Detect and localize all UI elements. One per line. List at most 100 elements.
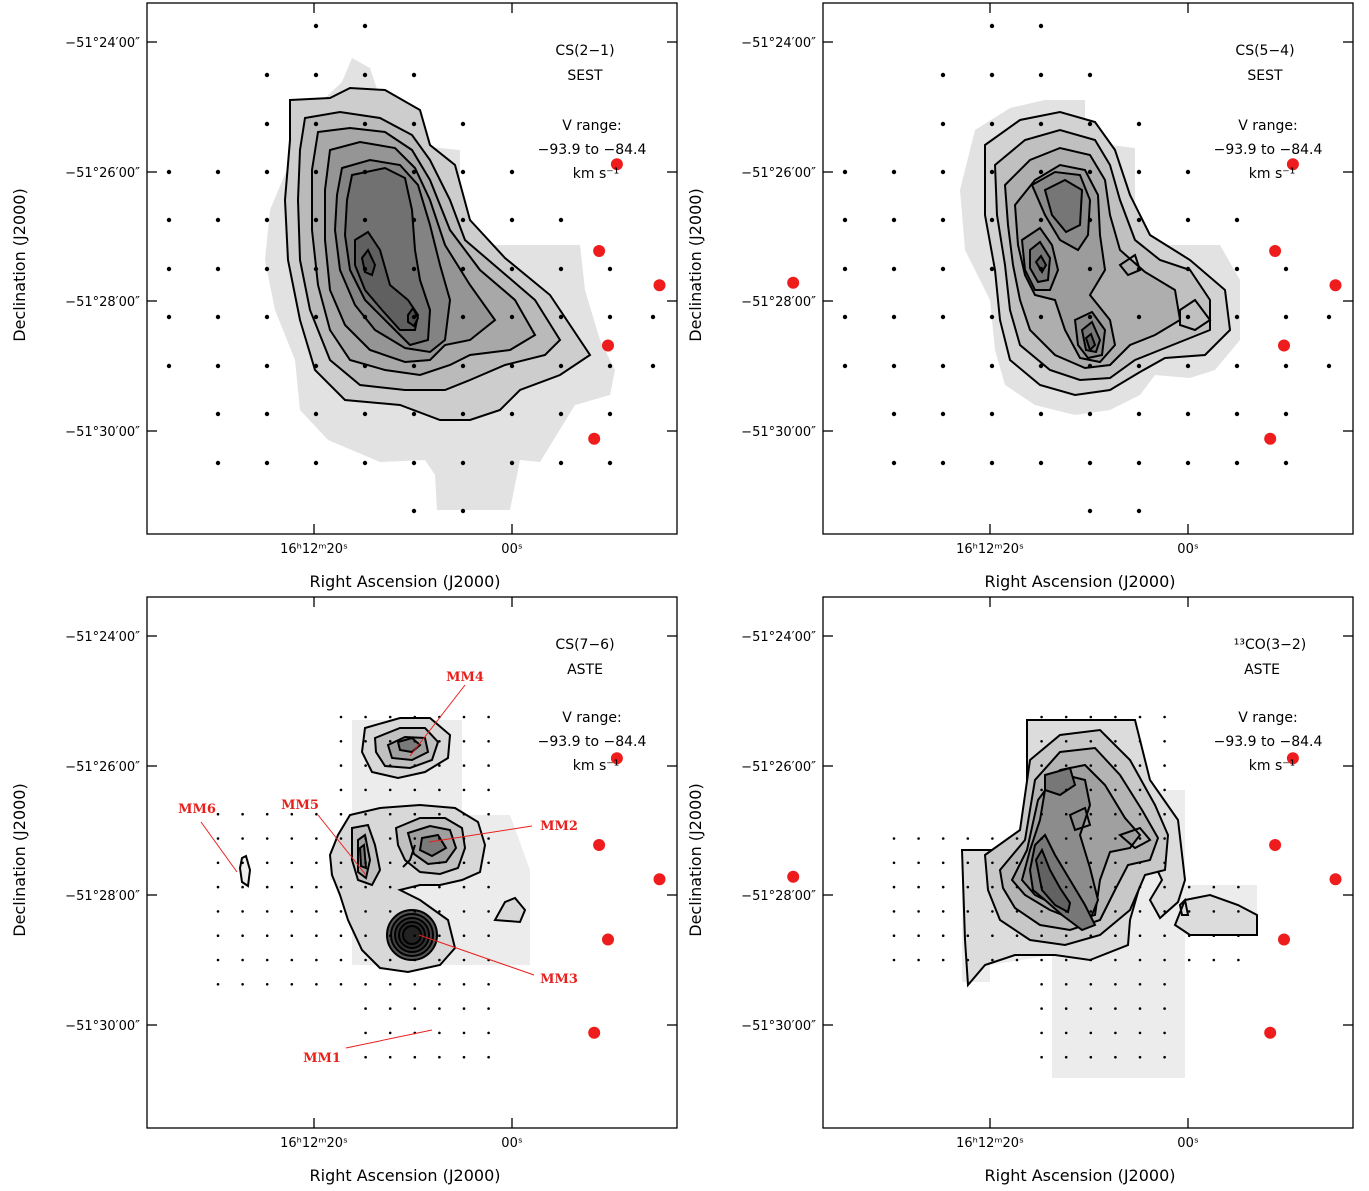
sample-point <box>558 363 564 369</box>
sample-point <box>1326 363 1332 369</box>
sample-point <box>1136 266 1142 272</box>
sample-point <box>216 934 220 937</box>
sample-point <box>216 910 220 913</box>
sample-point <box>462 715 466 719</box>
label-leaders <box>200 684 535 1049</box>
sample-point <box>364 764 367 767</box>
sample-point <box>411 508 417 514</box>
y-tick-label: −51°26′00″ <box>741 760 816 775</box>
sample-point <box>1185 411 1191 417</box>
sample-point <box>1114 764 1117 767</box>
sample-point <box>940 169 946 175</box>
sample-point <box>1040 837 1043 840</box>
sample-grid <box>892 715 1240 1059</box>
sample-point <box>265 812 269 816</box>
sample-point <box>339 983 343 986</box>
vrange-values: −93.9 to −84.4 <box>538 142 647 158</box>
sample-point <box>364 1031 367 1035</box>
y-tick-label: −51°30′00″ <box>741 1019 816 1034</box>
sample-point <box>989 169 995 175</box>
sample-point <box>1234 363 1240 369</box>
molecular-line-label: CS(5−4) <box>1235 43 1294 59</box>
source-marker-mm2 <box>1269 245 1282 257</box>
sample-point <box>265 861 269 865</box>
sample-point <box>966 837 970 840</box>
sample-grid <box>842 23 1332 514</box>
sample-point <box>1064 764 1068 767</box>
sample-point <box>1163 740 1166 743</box>
sample-point <box>891 460 897 466</box>
sample-point <box>1237 885 1240 889</box>
plot-frame <box>146 2 678 535</box>
sample-point <box>166 314 172 320</box>
sample-point <box>607 411 613 417</box>
x-axis-title: Right Ascension (J2000) <box>310 572 501 591</box>
sample-point <box>216 983 220 986</box>
sample-point <box>462 983 466 986</box>
sample-point <box>166 266 172 272</box>
sample-point <box>917 934 920 937</box>
sample-point <box>313 363 319 369</box>
sample-point <box>891 314 897 320</box>
source-marker-mm5 <box>1329 279 1342 292</box>
sample-point <box>315 934 318 937</box>
y-tick-label: −51°28′00″ <box>741 295 816 310</box>
sample-point <box>362 23 368 29</box>
emission-map <box>960 100 1240 415</box>
sample-point <box>1136 121 1142 127</box>
sample-point <box>989 460 995 466</box>
sample-point <box>1038 266 1044 272</box>
sample-point <box>991 934 994 937</box>
sample-point <box>264 363 270 369</box>
sample-point <box>1064 910 1068 913</box>
x-tick-label: 16ʰ12ᵐ20ˢ <box>956 542 1024 557</box>
sample-point <box>313 314 319 320</box>
x-tick-label: 16ʰ12ᵐ20ˢ <box>956 1136 1024 1151</box>
sample-point <box>891 169 897 175</box>
sample-point <box>509 266 515 272</box>
plot-frame <box>822 596 1354 1129</box>
sample-point <box>413 958 417 962</box>
sample-point <box>487 861 490 865</box>
sample-point <box>411 266 417 272</box>
sample-point <box>487 812 490 816</box>
source-marker-mm4 <box>1286 752 1299 765</box>
x-axis-title: Right Ascension (J2000) <box>310 1166 501 1185</box>
sample-point <box>1040 934 1043 937</box>
sample-point <box>290 983 294 986</box>
sample-point <box>1136 314 1142 320</box>
sample-point <box>413 788 417 792</box>
x-axis-title: Right Ascension (J2000) <box>985 1166 1176 1185</box>
source-label-mm5: MM5 <box>281 798 319 813</box>
sample-point <box>991 885 994 889</box>
sample-point <box>1163 958 1166 962</box>
sample-point <box>1138 788 1142 792</box>
sample-point <box>462 812 466 816</box>
sample-point <box>438 934 441 937</box>
sample-point <box>487 885 490 889</box>
sample-point <box>1015 861 1019 865</box>
sample-point <box>1163 983 1166 986</box>
sample-point <box>1089 1055 1093 1059</box>
sample-point <box>1185 169 1191 175</box>
contour-island-mm6 <box>238 854 252 888</box>
panel-cs54: 16ʰ12ᵐ20ˢ 00ˢ −51°24′00″ −51°26′00″ −51°… <box>686 2 1354 591</box>
sample-point <box>438 764 441 767</box>
sample-point <box>215 363 221 369</box>
sample-point <box>1138 1031 1142 1035</box>
sample-point <box>1089 958 1093 962</box>
sample-point <box>1064 934 1068 937</box>
molecular-line-label: CS(7−6) <box>555 637 614 653</box>
sample-point <box>1138 885 1142 889</box>
sample-point <box>1114 885 1117 889</box>
sample-point <box>339 958 343 962</box>
sample-point <box>265 983 269 986</box>
sample-point <box>1015 885 1019 889</box>
x-tick-label: 16ʰ12ᵐ20ˢ <box>280 542 348 557</box>
sample-point <box>388 715 392 719</box>
sample-point <box>1087 508 1093 514</box>
sample-point <box>215 460 221 466</box>
y-tick-label: −51°24′00″ <box>741 36 816 51</box>
y-tick-label: −51°24′00″ <box>741 630 816 645</box>
sample-point <box>264 121 270 127</box>
